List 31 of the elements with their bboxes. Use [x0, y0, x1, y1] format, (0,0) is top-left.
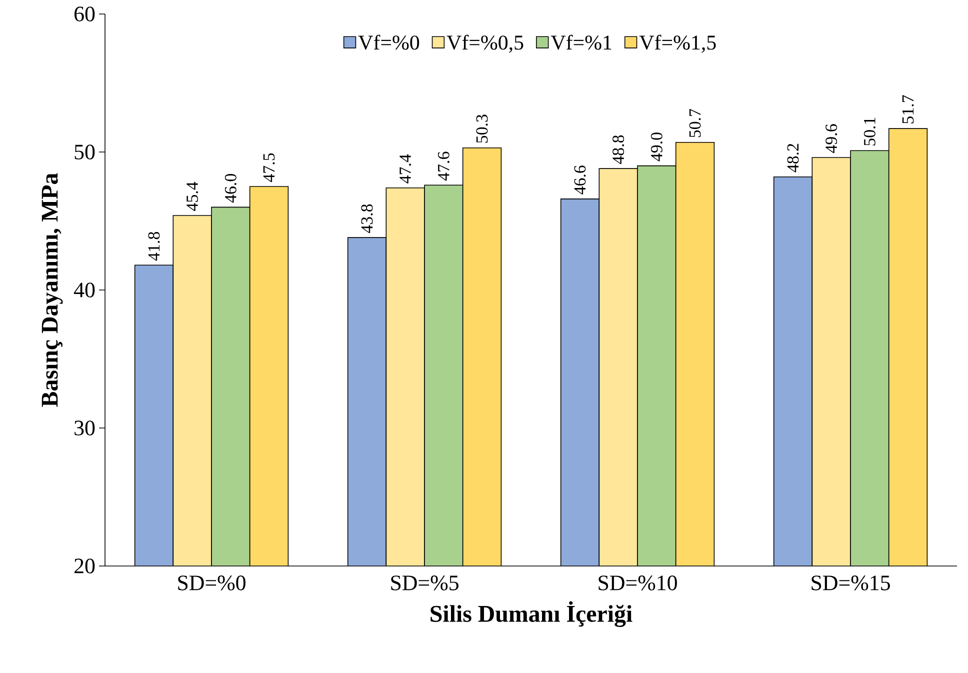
x-tick-label: SD=%0 [178, 576, 246, 590]
data-label: 46.6 [574, 166, 586, 194]
data-label: 51.7 [902, 95, 914, 124]
data-label: 49.0 [650, 132, 662, 162]
data-label: 46.0 [224, 174, 236, 203]
data-label: 43.8 [361, 204, 373, 234]
y-tick-label: 50 [74, 144, 95, 160]
y-tick-label: 20 [74, 558, 95, 574]
y-tick-label: 60 [74, 6, 95, 22]
data-label: 49.6 [826, 124, 838, 153]
x-tick-label: SD=%10 [598, 576, 677, 590]
y-axis-title: Basınç Dayanımı, MPa [42, 173, 63, 407]
x-tick-label: SD=%15 [812, 576, 890, 590]
y-tick-label: 30 [74, 420, 95, 436]
legend-label: Vf=%1,5 [639, 34, 716, 53]
data-label: 41.8 [148, 232, 160, 261]
y-tick-label: 40 [74, 282, 95, 298]
data-label: 48.2 [787, 144, 799, 172]
legend-label: Vf=%0,5 [446, 34, 524, 53]
x-tick-label: SD=%5 [391, 576, 458, 590]
data-label: 45.4 [186, 182, 198, 211]
data-label: 47.5 [263, 153, 275, 182]
data-label: 47.4 [400, 154, 412, 184]
data-label: 48.8 [612, 135, 624, 164]
data-label: 50.3 [476, 114, 488, 143]
data-label: 50.1 [864, 118, 876, 146]
x-axis-title: Silis Dumanı İçeriği [430, 601, 632, 627]
legend-label: Vf=%0 [358, 34, 420, 50]
legend-label: Vf=%1 [550, 34, 612, 50]
data-label: 47.6 [438, 152, 450, 181]
data-label: 50.7 [689, 108, 701, 138]
